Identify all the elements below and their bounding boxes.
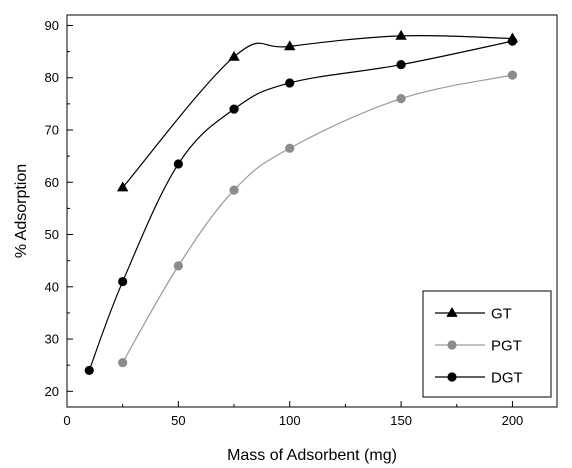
curve-pgt <box>122 74 513 363</box>
point-pgt-75 <box>229 185 239 195</box>
legend-marker-dgt <box>447 372 457 382</box>
point-pgt-100 <box>285 143 295 153</box>
point-gt-75 <box>228 50 240 61</box>
y-tick-label-40: 40 <box>45 279 59 294</box>
x-tick-label-150: 150 <box>390 413 412 428</box>
legend-label-dgt: DGT <box>491 370 523 387</box>
point-gt-150 <box>395 29 407 40</box>
y-tick-label-50: 50 <box>45 227 59 242</box>
legend-item-dgt: DGT <box>435 370 523 387</box>
tick-layer: 0 50 100 150 200 20 30 40 50 60 70 80 90 <box>45 18 524 428</box>
y-tick-label-80: 80 <box>45 70 59 85</box>
point-dgt-25 <box>118 276 128 287</box>
plot-frame <box>66 14 558 408</box>
legend-label-gt: GT <box>491 306 512 323</box>
point-dgt-100 <box>285 78 295 88</box>
x-tick-label-0: 0 <box>63 413 70 428</box>
x-tick-label-50: 50 <box>171 413 185 428</box>
point-dgt-200 <box>507 36 518 46</box>
y-tick-label-70: 70 <box>45 122 59 137</box>
point-gt-25 <box>116 181 129 192</box>
x-tick-label-200: 200 <box>502 413 524 428</box>
point-pgt-25 <box>118 357 128 368</box>
point-pgt-50 <box>173 261 183 271</box>
point-dgt-50 <box>173 159 183 169</box>
x-tick-label-100: 100 <box>279 413 301 428</box>
marker-layer <box>84 29 519 376</box>
y-tick-label-20: 20 <box>45 384 59 399</box>
legend-item-gt: GT <box>435 306 512 323</box>
legend-marker-pgt <box>447 340 457 350</box>
y-tick-label-90: 90 <box>45 18 59 33</box>
y-axis-title: % Adsorption <box>13 164 30 258</box>
y-tick-label-30: 30 <box>45 332 59 347</box>
x-axis-title: Mass of Adsorbent (mg) <box>227 447 397 464</box>
legend-marker-gt <box>446 307 458 317</box>
legend: GT PGT DGT <box>422 290 552 398</box>
legend-box <box>422 290 552 398</box>
legend-item-pgt: PGT <box>435 338 522 355</box>
point-dgt-10 <box>84 365 94 376</box>
point-pgt-150 <box>396 94 406 104</box>
y-tick-label-60: 60 <box>45 175 59 190</box>
point-pgt-200 <box>507 70 518 80</box>
point-dgt-75 <box>229 104 239 114</box>
point-dgt-150 <box>396 60 406 70</box>
legend-label-pgt: PGT <box>491 338 522 355</box>
point-gt-100 <box>284 40 296 51</box>
